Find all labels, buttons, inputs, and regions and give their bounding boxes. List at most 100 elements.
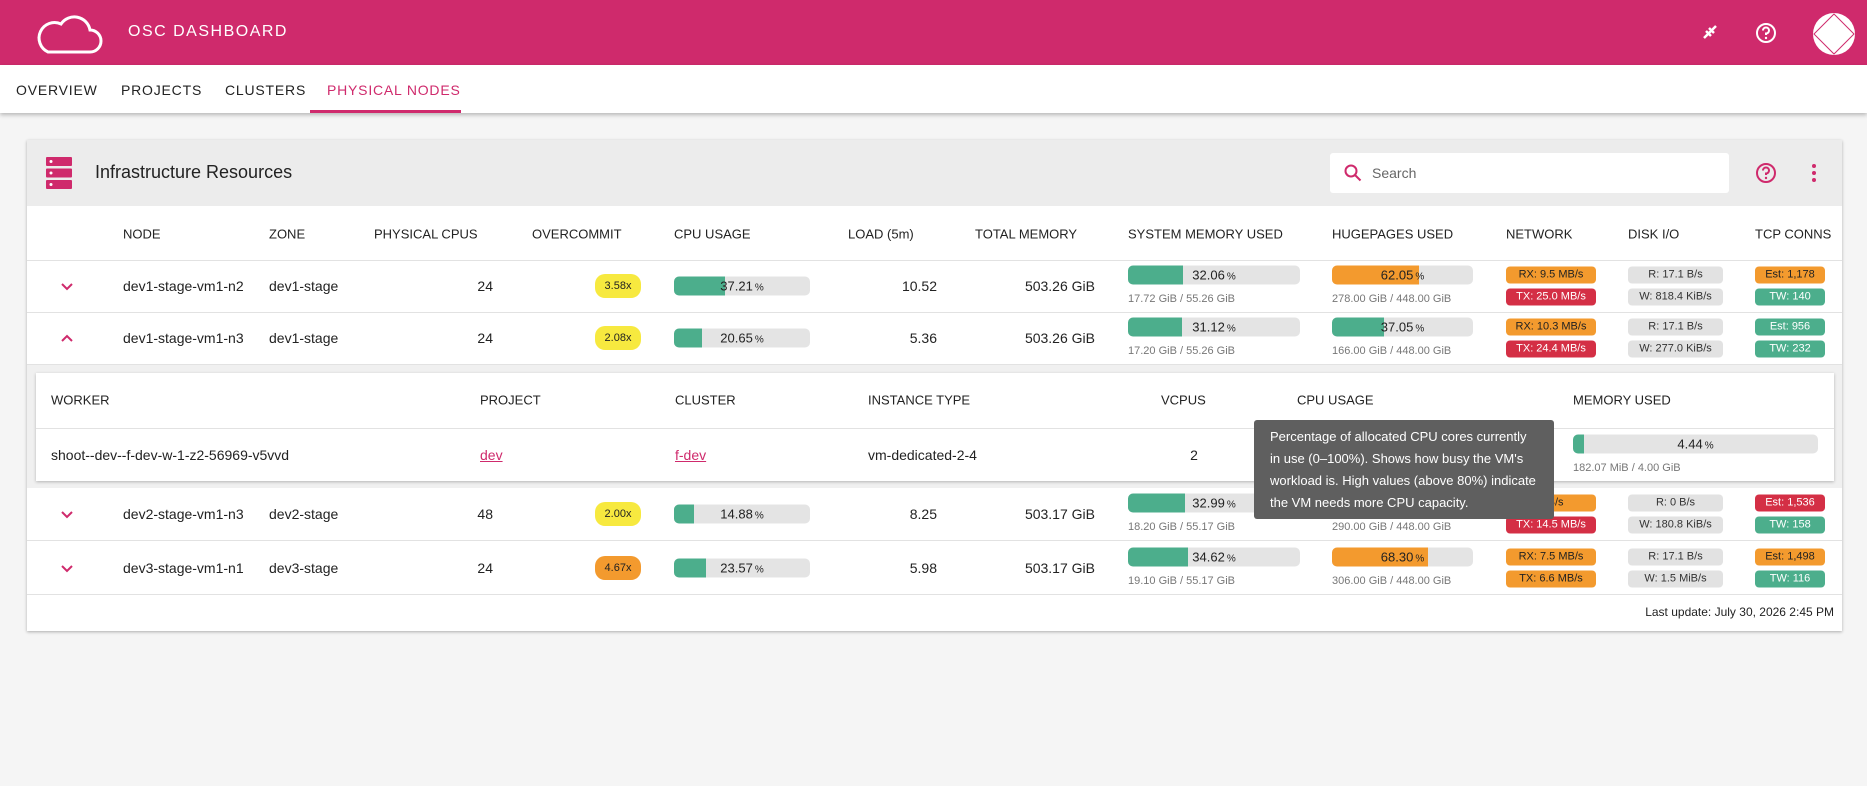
card-title: Infrastructure Resources [95,162,293,182]
disk-chip: W: 180.8 KiB/s [1628,516,1723,534]
percent-unit: % [754,282,764,294]
network-chip: RX: 7.5 MB/s [1506,548,1596,566]
worker-panel [36,373,1834,481]
system-memory-bar: 34.62% [1128,547,1300,567]
column-header: NETWORK [1506,226,1573,242]
physical-cpus: 24 [477,560,493,576]
expand-button[interactable] [59,560,75,576]
physical-cpus: 24 [477,278,493,294]
system-memory-bar-fill [1128,265,1184,285]
cpu-usage-bar-fill [674,504,695,524]
zone: dev1-stage [269,330,339,346]
network-chip: TX: 6.6 MB/s [1506,570,1596,588]
system-memory-bar-label: 32.99% [1128,494,1300,513]
worker-name: shoot--dev--f-dev-w-1-z2-56969-v5vvd [51,447,290,463]
row-separator [27,594,1842,595]
load: 8.25 [909,506,937,522]
header-separator [27,260,1842,261]
column-header: SYSTEM MEMORY USED [1128,226,1283,242]
cluster-link[interactable]: f-dev [675,447,707,463]
nav-tab[interactable]: PROJECTS [121,82,203,98]
percent-value: 14.88 [720,506,753,522]
overcommit-badge: 4.67x [595,556,641,580]
vcpus: 2 [1190,447,1198,463]
help-icon[interactable] [1754,21,1778,45]
network-chip: RX: 9.5 MB/s [1506,266,1596,284]
memory-detail: 182.07 MiB / 4.00 GiB [1573,462,1681,474]
load: 10.52 [901,278,937,294]
memory-used-bar-fill [1573,434,1584,454]
logo[interactable] [34,12,104,56]
more-menu[interactable] [1808,163,1820,183]
collapse-button[interactable] [59,330,75,346]
system-memory-bar: 32.06% [1128,265,1300,285]
hugepages-bar-label: 37.05% [1332,318,1473,337]
percent-unit: % [1415,553,1425,565]
percent-unit: % [1226,499,1236,511]
disk-chip: R: 17.1 B/s [1628,548,1723,566]
row-separator [27,540,1842,541]
system-memory-bar-fill [1128,493,1185,513]
nav-tab[interactable]: PHYSICAL NODES [327,82,461,98]
tcp-chip: TW: 158 [1755,516,1825,534]
nav-tab[interactable]: OVERVIEW [16,82,98,98]
percent-value: 23.57 [720,560,753,576]
project-link[interactable]: dev [480,447,503,463]
worker-column-header: MEMORY USED [1573,392,1671,408]
percent-unit: % [1415,271,1425,283]
tcp-chip: Est: 1,178 [1755,266,1825,284]
hugepages-bar-label: 68.30% [1332,548,1473,567]
percent-value: 20.65 [720,330,753,346]
worker-column-header: CLUSTER [675,392,736,408]
search-box[interactable]: Search [1330,153,1729,193]
zone: dev1-stage [269,278,339,294]
avatar[interactable] [1812,12,1856,56]
tcp-chip: Est: 956 [1755,318,1825,336]
expand-button[interactable] [59,506,75,522]
hugepages-detail: 290.00 GiB / 448.00 GiB [1332,521,1452,533]
plug-icon[interactable] [1700,22,1720,42]
card-help-icon[interactable] [1754,161,1778,185]
column-header: TCP CONNS [1755,226,1832,242]
cpu-usage-bar-fill [674,328,703,348]
percent-value: 34.62 [1192,549,1225,565]
disk-chip: W: 277.0 KiB/s [1628,340,1723,358]
percent-value: 37.05 [1380,319,1414,335]
total-memory: 503.26 GiB [1024,330,1095,346]
overcommit-badge: 2.08x [595,326,641,350]
percent-value: 37.21 [720,278,753,294]
percent-value: 31.12 [1192,319,1225,335]
expand-button[interactable] [59,278,75,294]
cpu-usage-bar-label: 20.65% [674,329,810,348]
system-memory-bar-fill [1128,317,1182,337]
server-icon [46,157,72,189]
hugepages-bar: 37.05% [1332,317,1473,337]
column-header: NODE [123,226,161,242]
tcp-chip: Est: 1,498 [1755,548,1825,566]
node-name: dev2-stage-vm1-n3 [123,506,244,522]
hugepages-detail: 166.00 GiB / 448.00 GiB [1332,345,1452,357]
worker-column-header: INSTANCE TYPE [868,392,971,408]
percent-unit: % [1226,553,1236,565]
total-memory: 503.26 GiB [1024,278,1095,294]
system-memory-bar-label: 31.12% [1128,318,1300,337]
worker-column-header: VCPUS [1161,392,1206,408]
column-header: HUGEPAGES USED [1332,226,1454,242]
physical-cpus: 48 [477,506,493,522]
memory-used-bar-label: 4.44% [1573,435,1818,454]
tcp-chip: TW: 140 [1755,288,1825,306]
network-chip: RX: 10.3 MB/s [1506,318,1596,336]
top-bar [0,0,1867,65]
cpu-usage-bar-fill [674,276,725,296]
system-memory-detail: 17.72 GiB / 55.26 GiB [1128,293,1236,305]
last-update: Last update: July 30, 2026 2:45 PM [1645,605,1834,619]
search-icon [1344,164,1362,182]
cpu-usage-bar: 37.21% [674,276,810,296]
disk-chip: W: 1.5 MiB/s [1628,570,1723,588]
hugepages-bar-fill [1332,265,1420,285]
network-chip: TX: 24.4 MB/s [1506,340,1596,358]
nav-tab[interactable]: CLUSTERS [225,82,307,98]
cpu-usage-bar: 23.57% [674,558,810,578]
hugepages-bar-fill [1332,547,1429,567]
cpu-usage-bar-label: 14.88% [674,505,810,524]
